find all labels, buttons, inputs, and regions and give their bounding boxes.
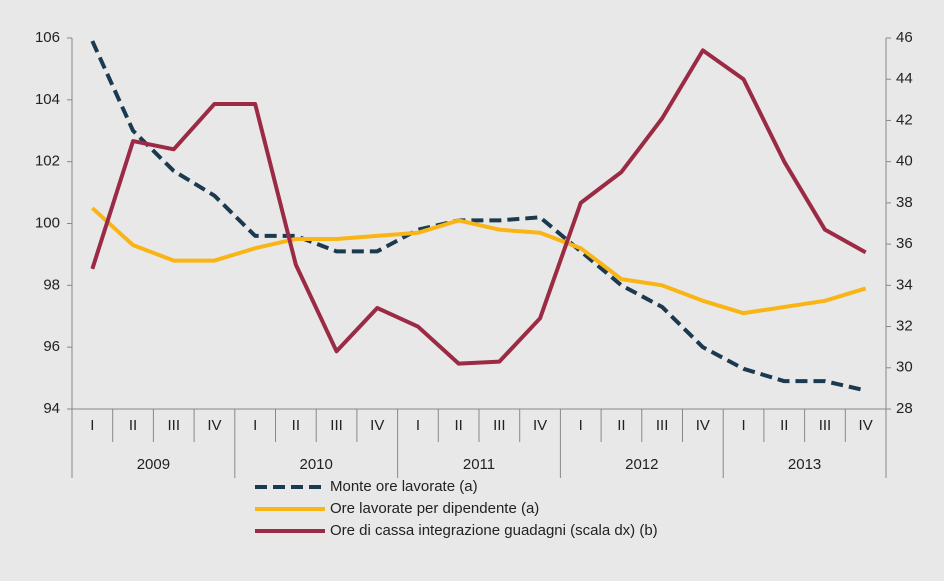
y-tick-label: 104: [35, 91, 60, 108]
legend-label: Ore di cassa integrazione guadagni (scal…: [330, 522, 658, 539]
y-tick-label: 94: [43, 400, 60, 417]
x-tick-label: III: [819, 417, 832, 434]
legend-label: Monte ore lavorate (a): [330, 478, 478, 495]
x-tick-label: I: [253, 417, 257, 434]
y2-tick-label: 46: [896, 29, 913, 46]
y2-tick-label: 40: [896, 153, 913, 170]
y-tick-label: 98: [43, 276, 60, 293]
y-tick-label: 106: [35, 29, 60, 46]
y2-tick-label: 28: [896, 400, 913, 417]
legend-label: Ore lavorate per dipendente (a): [330, 500, 539, 517]
x-tick-label: III: [493, 417, 506, 434]
year-label: 2013: [788, 456, 821, 473]
series-line: [90, 40, 867, 393]
x-tick-label: II: [454, 417, 462, 434]
x-tick-label: III: [330, 417, 343, 434]
series-line: [90, 48, 867, 366]
x-tick-label: I: [579, 417, 583, 434]
y2-tick-label: 30: [896, 359, 913, 376]
y2-tick-label: 34: [896, 276, 913, 293]
x-tick-label: II: [292, 417, 300, 434]
x-tick-label: IV: [533, 417, 547, 434]
y-tick-label: 96: [43, 338, 60, 355]
year-label: 2010: [300, 456, 333, 473]
x-tick-label: II: [617, 417, 625, 434]
x-tick-label: IV: [207, 417, 221, 434]
y2-tick-label: 38: [896, 194, 913, 211]
x-tick-label: I: [416, 417, 420, 434]
x-tick-label: III: [656, 417, 669, 434]
series-line: [91, 206, 867, 316]
x-tick-label: III: [167, 417, 180, 434]
year-label: 2012: [625, 456, 658, 473]
x-tick-label: II: [780, 417, 788, 434]
x-tick-label: II: [129, 417, 137, 434]
y2-tick-label: 36: [896, 235, 913, 252]
x-tick-label: IV: [859, 417, 873, 434]
y2-tick-label: 32: [896, 318, 913, 335]
x-tick-label: IV: [370, 417, 384, 434]
year-label: 2009: [137, 456, 170, 473]
y-tick-label: 100: [35, 214, 60, 231]
x-tick-label: I: [741, 417, 745, 434]
y2-tick-label: 42: [896, 111, 913, 128]
y2-tick-label: 44: [896, 70, 913, 87]
x-tick-label: I: [90, 417, 94, 434]
x-tick-label: IV: [696, 417, 710, 434]
year-label: 2011: [463, 456, 495, 473]
y-tick-label: 102: [35, 153, 60, 170]
